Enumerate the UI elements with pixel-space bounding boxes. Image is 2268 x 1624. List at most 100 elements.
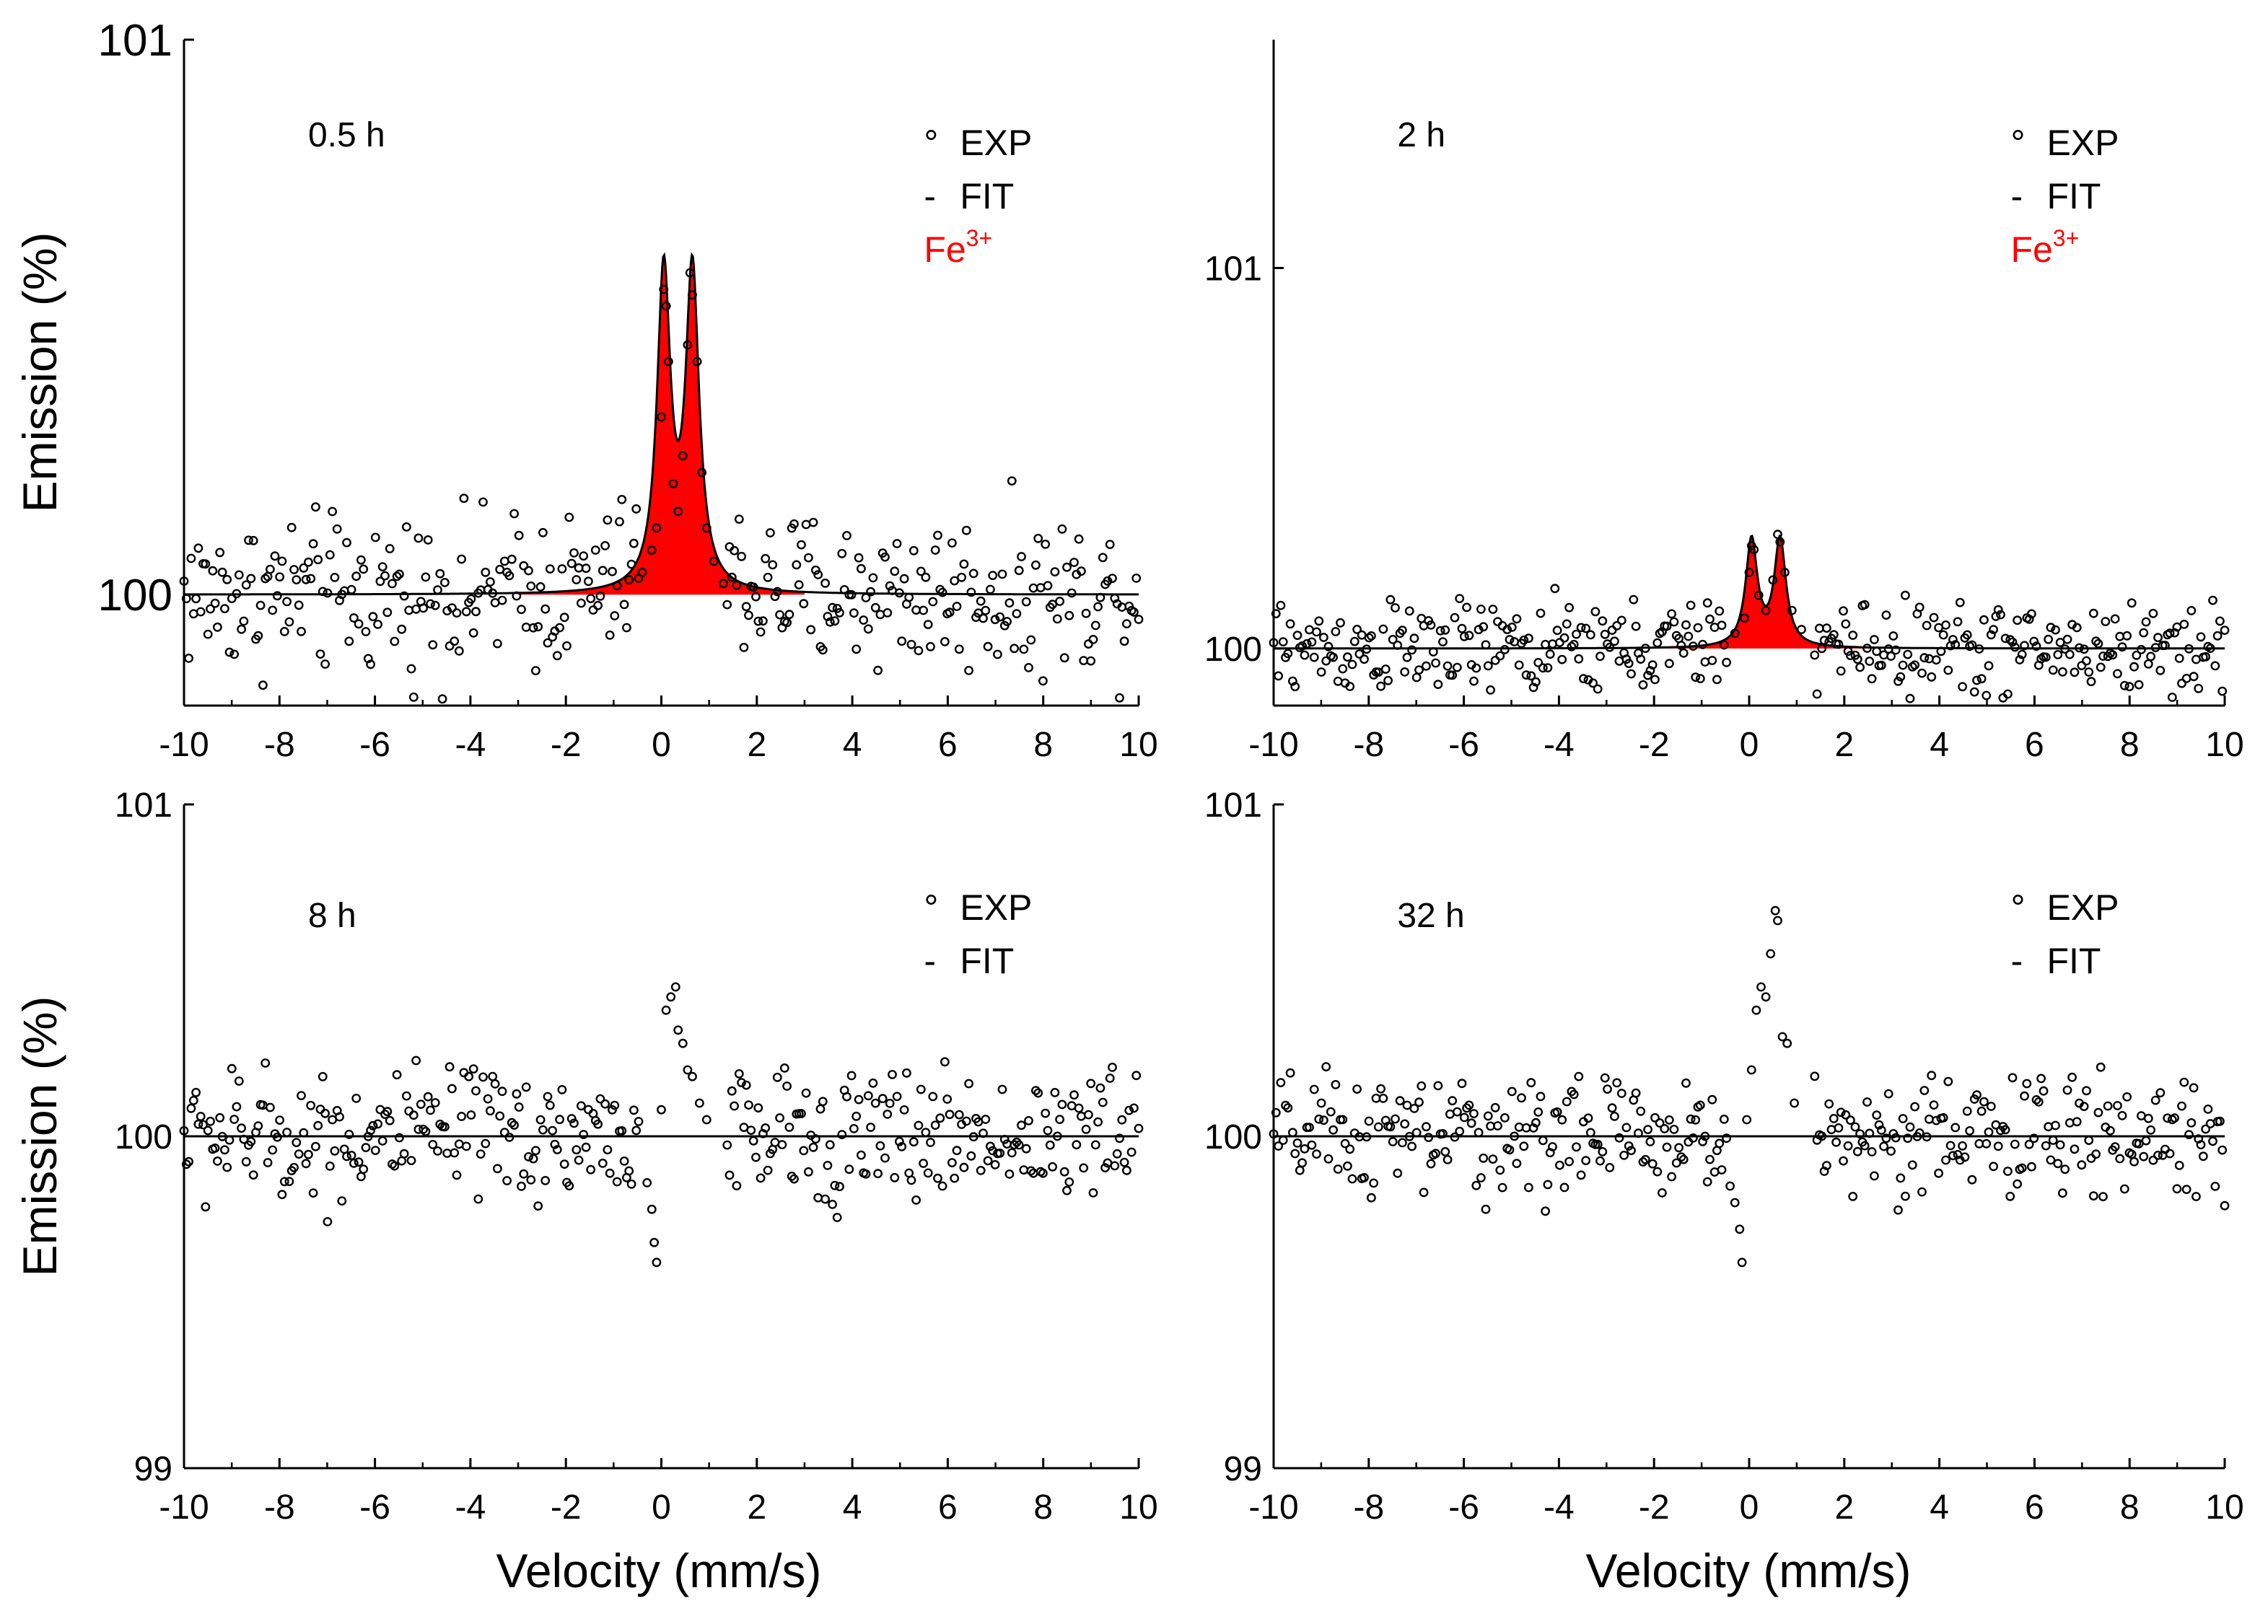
- exp-point-bottom-right: [2179, 1077, 2189, 1087]
- exp-point-top-right: [1739, 613, 1749, 623]
- exp-point-top-right: [1927, 672, 1937, 682]
- x-tick-label-bottom-right: -2: [1639, 1488, 1670, 1527]
- exp-point-top-left: [318, 587, 328, 597]
- exp-point-bottom-left: [390, 1161, 400, 1171]
- exp-point-top-left: [332, 524, 342, 534]
- exp-point-bottom-right: [1373, 1122, 1383, 1132]
- exp-point-bottom-left: [203, 1125, 213, 1136]
- exp-point-top-right: [1538, 663, 1548, 673]
- exp-point-top-left: [299, 563, 309, 573]
- exp-point-bottom-right: [1647, 1159, 1658, 1169]
- exp-point-bottom-right: [2153, 1151, 2163, 1160]
- exp-point-top-left: [559, 613, 569, 623]
- exp-point-bottom-right: [1810, 1071, 1820, 1081]
- exp-point-top-right: [1347, 659, 1357, 670]
- exp-point-bottom-left: [509, 1120, 519, 1130]
- x-tick-label-top-left: -4: [455, 726, 486, 764]
- exp-point-bottom-right: [2000, 1125, 2010, 1135]
- exp-point-top-left: [839, 585, 849, 594]
- exp-point-bottom-left: [945, 1110, 955, 1120]
- exp-point-bottom-right: [1881, 1133, 1891, 1144]
- exp-point-bottom-right: [1505, 1145, 1515, 1155]
- exp-point-bottom-left: [670, 982, 680, 992]
- exp-point-bottom-right: [1770, 905, 1780, 916]
- exp-point-bottom-right: [1422, 1122, 1431, 1132]
- exp-point-bottom-left: [550, 1139, 560, 1149]
- exp-point-top-left: [825, 617, 835, 627]
- exp-point-top-left: [1103, 576, 1113, 586]
- exp-point-bottom-left: [260, 1058, 271, 1068]
- exp-point-bottom-left: [473, 1194, 483, 1204]
- exp-point-top-right: [2186, 606, 2197, 615]
- exp-point-bottom-right: [2146, 1125, 2156, 1135]
- exp-point-bottom-right: [1476, 1173, 1486, 1182]
- exp-point-top-right: [2117, 642, 2127, 652]
- exp-point-top-right: [1996, 610, 2005, 620]
- x-tick-label-bottom-left: 8: [1033, 1488, 1053, 1527]
- exp-point-top-left: [818, 645, 828, 655]
- exp-point-top-left: [277, 556, 287, 566]
- exp-point-bottom-right: [1836, 1107, 1846, 1118]
- exp-point-top-right: [1271, 609, 1281, 618]
- exp-point-bottom-right: [2115, 1154, 2125, 1164]
- exp-point-bottom-left: [978, 1128, 988, 1138]
- exp-point-bottom-right: [2008, 1073, 2018, 1083]
- exp-point-top-left: [1043, 581, 1053, 591]
- exp-point-top-right: [2101, 617, 2111, 626]
- exp-point-top-left: [540, 604, 551, 614]
- exp-point-bottom-left: [248, 1170, 258, 1180]
- exp-point-bottom-left: [370, 1146, 380, 1156]
- exp-point-top-right: [2051, 625, 2060, 635]
- exp-point-bottom-right: [2062, 1085, 2072, 1095]
- exp-point-bottom-left: [1021, 1144, 1031, 1154]
- exp-point-top-right: [1483, 661, 1493, 671]
- exp-point-top-left: [268, 605, 278, 615]
- exp-point-top-right: [1519, 635, 1529, 645]
- exp-point-top-left: [1033, 533, 1043, 543]
- exp-point-top-right: [2184, 644, 2194, 654]
- exp-point-bottom-left: [835, 1182, 844, 1192]
- exp-point-top-left: [590, 545, 600, 555]
- exp-point-top-right: [2136, 645, 2146, 654]
- x-tick-label-top-right: 8: [2120, 726, 2140, 764]
- exp-point-top-right: [2017, 649, 2027, 659]
- exp-point-top-right: [2122, 631, 2132, 641]
- exp-point-bottom-right: [1643, 1125, 1653, 1135]
- exp-point-bottom-left: [423, 1092, 433, 1102]
- y-tick-label-bottom-left: 101: [115, 786, 172, 825]
- exp-point-bottom-right: [2079, 1102, 2089, 1112]
- exp-point-top-left: [966, 587, 976, 597]
- exp-point-top-left: [683, 340, 693, 350]
- exp-point-top-right: [1360, 654, 1369, 664]
- exp-point-top-left: [766, 528, 775, 537]
- exp-point-bottom-left: [1055, 1115, 1065, 1125]
- exp-point-bottom-left: [277, 1190, 287, 1200]
- exp-point-bottom-left: [303, 1149, 313, 1159]
- exp-point-top-right: [1941, 620, 1950, 630]
- exp-point-top-right: [2081, 656, 2091, 666]
- exp-point-top-right: [2127, 598, 2137, 608]
- exp-point-top-right: [1404, 606, 1414, 616]
- exp-point-top-left: [308, 539, 318, 549]
- exp-point-top-right: [1479, 622, 1489, 632]
- exp-point-bottom-right: [1593, 1139, 1603, 1149]
- exp-point-top-left: [1093, 602, 1103, 612]
- exp-point-bottom-left: [545, 1100, 555, 1110]
- exp-point-top-left: [1119, 636, 1129, 646]
- panel-bottom-right: -10 -8 -6 -4 -2 0 2 4 6 8 10 99 100 101 32 h ° EXP- FIT: [1204, 786, 2244, 1527]
- exp-point-bottom-right: [1671, 1158, 1681, 1168]
- exp-point-top-right: [1636, 654, 1646, 664]
- x-tick-label-bottom-left: 10: [1119, 1488, 1157, 1527]
- exp-point-bottom-right: [2022, 1079, 2032, 1089]
- exp-point-top-right: [1426, 620, 1436, 630]
- exp-point-top-right: [1398, 626, 1407, 635]
- exp-point-bottom-left: [564, 1181, 574, 1191]
- exp-point-top-left: [408, 692, 419, 702]
- exp-point-bottom-right: [2170, 1113, 2180, 1123]
- exp-point-bottom-right: [1867, 1147, 1877, 1156]
- exp-point-bottom-left: [600, 1099, 610, 1109]
- exp-point-bottom-left: [206, 1116, 215, 1126]
- exp-point-top-left: [837, 548, 847, 558]
- exp-point-bottom-left: [337, 1196, 347, 1206]
- exp-point-top-right: [2029, 636, 2039, 646]
